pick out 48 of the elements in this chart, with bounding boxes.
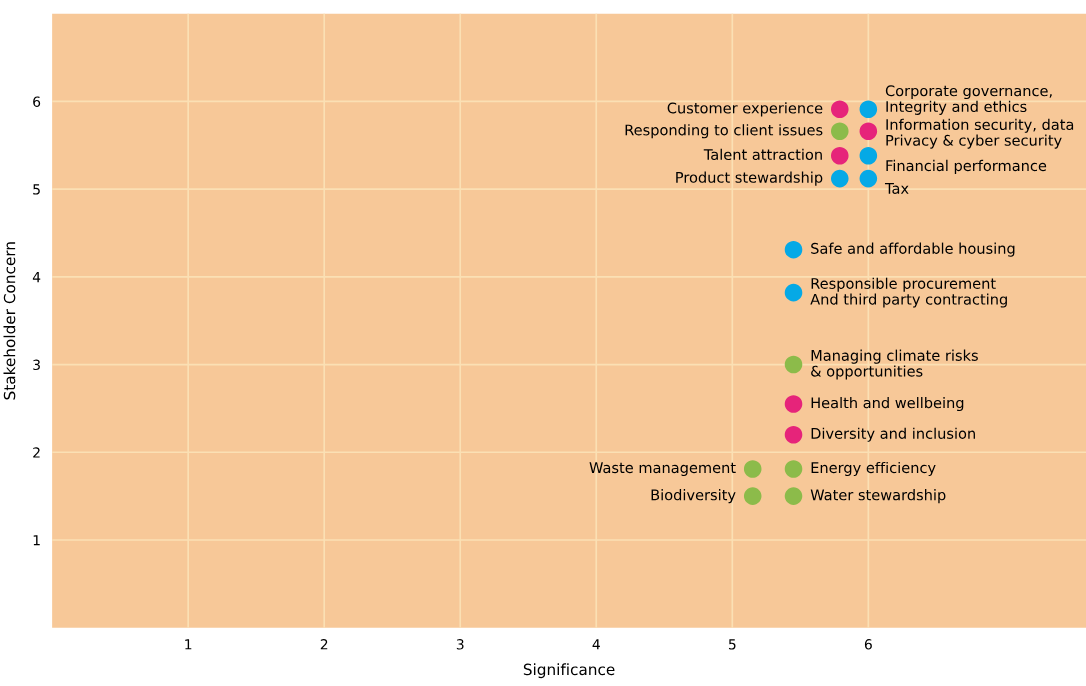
annotation: Safe and affordable housing [811, 242, 1015, 257]
point [859, 147, 878, 165]
annotation: Diversity and inclusion [811, 427, 975, 442]
x-tick-label: 2 [320, 639, 328, 650]
point [784, 460, 803, 478]
y-tick-label: 2 [33, 447, 40, 458]
point [830, 169, 849, 188]
point [784, 283, 803, 302]
point [784, 425, 803, 444]
annotation: Product stewardship [676, 171, 823, 186]
y-tick-label: 4 [32, 272, 41, 283]
annotation: Biodiversity [651, 489, 736, 504]
y-axis-title: Stakeholder Concern [3, 242, 16, 400]
annotation: Waste management [589, 462, 736, 476]
annotation: Tax [884, 183, 909, 194]
point [830, 147, 849, 165]
y-tick-label: 1 [33, 535, 40, 546]
y-tick-label: 6 [33, 96, 41, 107]
point [743, 487, 762, 505]
point [859, 100, 878, 119]
annotation: Corporate governance, Integrity and ethics [885, 85, 1052, 115]
annotation: Health and wellbeing [811, 396, 964, 412]
point [784, 395, 803, 413]
x-tick-label: 3 [456, 639, 464, 650]
annotation: Water stewardship [810, 489, 946, 504]
point [859, 169, 878, 188]
x-axis-title: Significance [523, 663, 615, 679]
point [859, 122, 878, 141]
x-tick-label: 6 [864, 639, 872, 650]
annotation: Talent attraction [703, 148, 822, 161]
point [830, 100, 849, 119]
point [784, 355, 803, 374]
point [830, 122, 849, 141]
x-tick-label: 1 [185, 639, 192, 650]
annotation: Financial performance [886, 159, 1047, 174]
point [743, 460, 762, 478]
annotation: Responsible procurement And third party contracting [810, 277, 1007, 308]
annotation: Energy efficiency [811, 461, 936, 476]
y-tick-label: 3 [33, 359, 40, 371]
x-tick-label: 4 [592, 639, 600, 650]
y-tick-label: 5 [33, 184, 40, 195]
x-tick-label: 5 [728, 639, 736, 650]
annotation: Customer experience [667, 102, 823, 117]
annotation: Responding to client issues [625, 124, 823, 139]
point [784, 240, 803, 259]
annotation: Managing climate risks & opportunities [811, 349, 978, 380]
point [784, 487, 803, 505]
annotation: Information security, data Privacy & cyber security [886, 118, 1074, 149]
